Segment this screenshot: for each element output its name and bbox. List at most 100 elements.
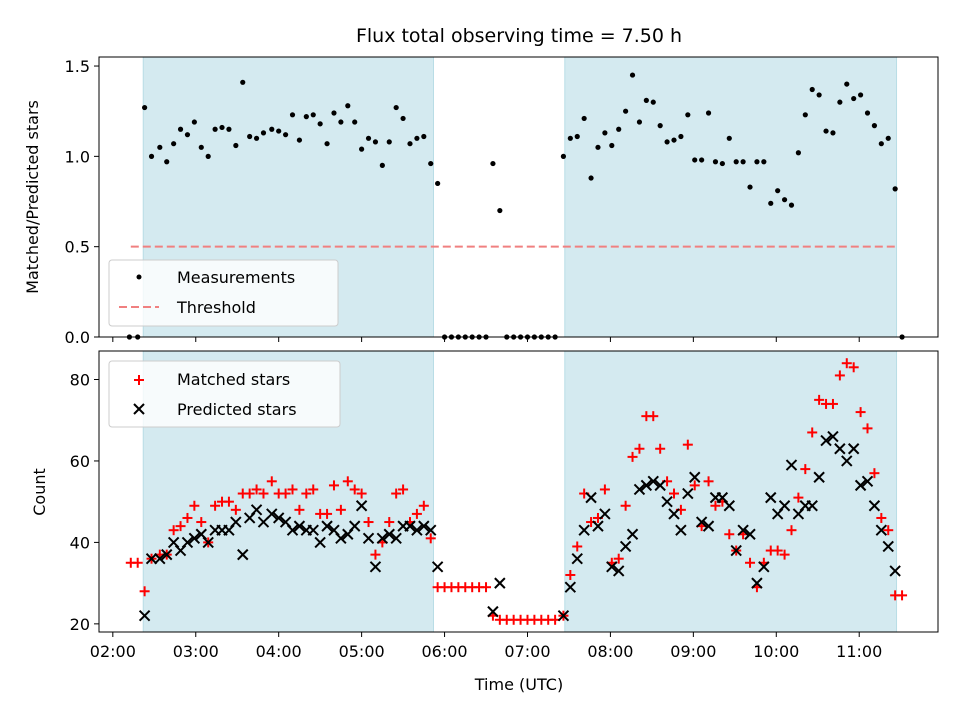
matched-star-point — [244, 488, 255, 499]
measurement-point — [184, 132, 191, 138]
predicted-x-b — [557, 610, 570, 622]
predicted-x-b — [307, 524, 319, 536]
measurement-point — [574, 133, 580, 140]
predicted-star-point — [889, 565, 901, 577]
measurement-point — [781, 197, 788, 203]
predicted-star-point — [188, 532, 201, 545]
measurement-point — [428, 160, 434, 167]
bottom-y-tick-label: 80 — [70, 371, 90, 390]
measurement-point — [712, 159, 719, 165]
predicted-x-b — [633, 483, 646, 496]
measurement-point — [609, 142, 615, 149]
measurement-point — [650, 99, 656, 105]
matched-star-point — [682, 439, 693, 450]
predicted-star-point — [181, 536, 194, 549]
measurement-point — [657, 123, 663, 129]
predicted-x-b — [723, 500, 735, 512]
matched-star-point — [841, 358, 852, 369]
predicted-x-b — [813, 471, 825, 483]
predicted-star-point — [682, 487, 694, 500]
predicted-x-b — [181, 536, 194, 549]
predicted-x-b — [578, 524, 590, 536]
measurement-point — [205, 153, 211, 159]
predicted-star-point — [390, 532, 402, 545]
measurement-point — [171, 141, 177, 147]
matched-star-point — [418, 500, 429, 511]
chart-title: Flux total observing time = 7.50 h — [356, 25, 682, 47]
matched-star-point — [814, 394, 825, 405]
predicted-star-point — [626, 528, 639, 540]
measurement-point — [233, 142, 239, 149]
measurement-point — [685, 112, 691, 118]
matched-star-point — [668, 488, 679, 499]
matched-star-point — [807, 427, 818, 438]
predicted-x-b — [744, 528, 756, 540]
predicted-star-point — [138, 610, 151, 622]
predicted-x-b — [854, 479, 867, 492]
matched-star-point — [223, 496, 234, 507]
measurement-point — [616, 126, 622, 132]
matched-star-point — [308, 484, 319, 495]
measurement-point — [352, 119, 358, 125]
predicted-x-b — [654, 479, 666, 492]
matched-star-point — [883, 525, 894, 536]
predicted-star-point — [737, 524, 749, 536]
measurement-point — [892, 186, 898, 192]
predicted-x-b — [349, 520, 361, 532]
predicted-x-b — [494, 577, 506, 589]
predicted-x-b — [730, 544, 742, 557]
bottom-series — [125, 358, 908, 625]
bottom-legend-box — [108, 360, 341, 428]
predicted-x-b — [716, 491, 729, 504]
predicted-star-point — [349, 520, 361, 532]
predicted-x-b — [606, 561, 618, 573]
matched-star-point — [855, 407, 866, 418]
predicted-star-point — [250, 504, 263, 516]
predicted-star-point — [654, 479, 666, 492]
predicted-x-b — [806, 500, 818, 512]
measurement-point — [802, 112, 808, 118]
predicted-star-point — [875, 524, 888, 536]
measurement-point — [775, 188, 781, 194]
predicted-x-b — [404, 520, 416, 532]
predicted-x-b — [695, 516, 708, 528]
measurement-point — [497, 207, 503, 214]
predicted-star-point — [861, 475, 874, 488]
bottom-legend: Matched stars Predicted stars — [108, 360, 341, 428]
matched-star-point — [779, 549, 790, 560]
predicted-star-point — [730, 544, 742, 557]
measurement-point — [345, 103, 351, 109]
matched-star-point — [168, 525, 179, 536]
predicted-star-point — [854, 479, 867, 492]
x-axis-label: Time (UTC) — [474, 675, 563, 694]
predicted-star-point — [487, 605, 499, 618]
bottom-y-tick-label: 20 — [70, 615, 90, 634]
measurement-point — [581, 115, 587, 122]
measurement-point — [678, 133, 684, 140]
measurement-point — [191, 119, 197, 125]
predicted-x-b — [314, 536, 326, 549]
predicted-x-b — [431, 561, 444, 573]
measurement-point — [212, 126, 218, 132]
measurement-point — [240, 79, 246, 85]
predicted-star-point — [806, 500, 818, 512]
matched-star-point — [634, 443, 645, 454]
predicted-star-point — [266, 508, 278, 520]
legend-x-marker — [133, 403, 145, 415]
matched-star-point — [266, 476, 277, 487]
predicted-star-point — [145, 552, 158, 565]
matched-star-point — [565, 569, 576, 580]
predicted-x-b — [827, 430, 839, 443]
measurement-point — [878, 141, 884, 147]
measurement-point — [379, 162, 385, 168]
top-y-tick-label: 1.0 — [65, 147, 90, 166]
x-tick-label: 06:00 — [421, 642, 467, 661]
matched-star-point — [196, 517, 207, 528]
predicted-x-b — [161, 548, 173, 561]
matched-star-point — [648, 411, 659, 422]
measurement-point — [602, 130, 608, 136]
predicted-star-point — [383, 528, 395, 540]
predicted-x-b — [882, 540, 894, 553]
predicted-x-b — [847, 443, 860, 455]
